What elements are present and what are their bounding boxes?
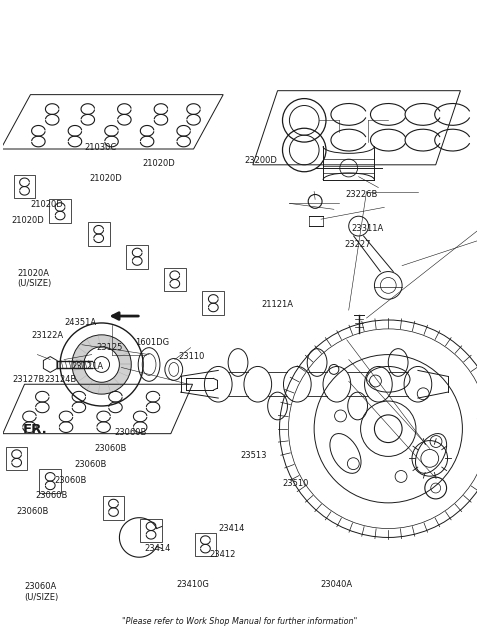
Text: 21121A: 21121A — [261, 300, 293, 309]
Bar — [194, 532, 216, 556]
Text: 23060B: 23060B — [16, 507, 48, 516]
Circle shape — [72, 335, 131, 394]
Bar — [140, 518, 162, 542]
Text: 23110: 23110 — [179, 352, 204, 361]
Text: 23226B: 23226B — [345, 190, 378, 199]
Text: 23513: 23513 — [240, 451, 266, 460]
Text: 23060B: 23060B — [35, 491, 67, 500]
Circle shape — [84, 347, 120, 382]
Text: 23414: 23414 — [219, 524, 245, 533]
Text: 23122A: 23122A — [31, 331, 63, 340]
Text: 23060B: 23060B — [74, 460, 106, 468]
Text: (U/SIZE): (U/SIZE) — [17, 279, 51, 288]
Text: "Please refer to Work Shop Manual for further information": "Please refer to Work Shop Manual for fu… — [122, 617, 358, 626]
Text: 23410G: 23410G — [176, 580, 209, 589]
Bar — [103, 496, 124, 520]
Text: 23127B: 23127B — [12, 375, 45, 384]
Text: 23227: 23227 — [344, 239, 371, 248]
Text: 23060B: 23060B — [95, 444, 127, 453]
Bar — [6, 447, 27, 470]
Text: 21020D: 21020D — [89, 174, 122, 183]
Text: 23060B: 23060B — [115, 428, 147, 437]
Bar — [13, 175, 36, 198]
Text: 23060B: 23060B — [54, 476, 86, 484]
Text: 21030C: 21030C — [84, 143, 117, 152]
Bar — [203, 291, 224, 315]
Text: 21020A: 21020A — [17, 269, 49, 278]
Bar — [39, 469, 61, 493]
Text: 23510: 23510 — [283, 479, 309, 488]
Text: 23125: 23125 — [96, 342, 123, 352]
Text: (U/SIZE): (U/SIZE) — [24, 593, 59, 602]
Bar — [164, 268, 186, 291]
Text: 1601DG: 1601DG — [135, 338, 169, 347]
Bar — [49, 200, 71, 223]
Text: 23040A: 23040A — [321, 580, 353, 589]
Text: 23414: 23414 — [144, 545, 170, 554]
Text: 23121A: 23121A — [72, 362, 104, 371]
Text: 24351A: 24351A — [64, 318, 96, 327]
Text: 23311A: 23311A — [351, 224, 384, 233]
Text: 21020D: 21020D — [12, 216, 44, 225]
Text: 23412: 23412 — [209, 550, 236, 559]
Text: 23124B: 23124B — [45, 375, 77, 384]
Text: 21020D: 21020D — [143, 159, 176, 168]
Bar — [126, 245, 148, 269]
Text: FR.: FR. — [23, 423, 48, 436]
Text: 21020D: 21020D — [30, 200, 63, 209]
Text: 23200D: 23200D — [245, 156, 277, 165]
Bar — [88, 222, 109, 246]
Text: 23060A: 23060A — [24, 582, 56, 591]
